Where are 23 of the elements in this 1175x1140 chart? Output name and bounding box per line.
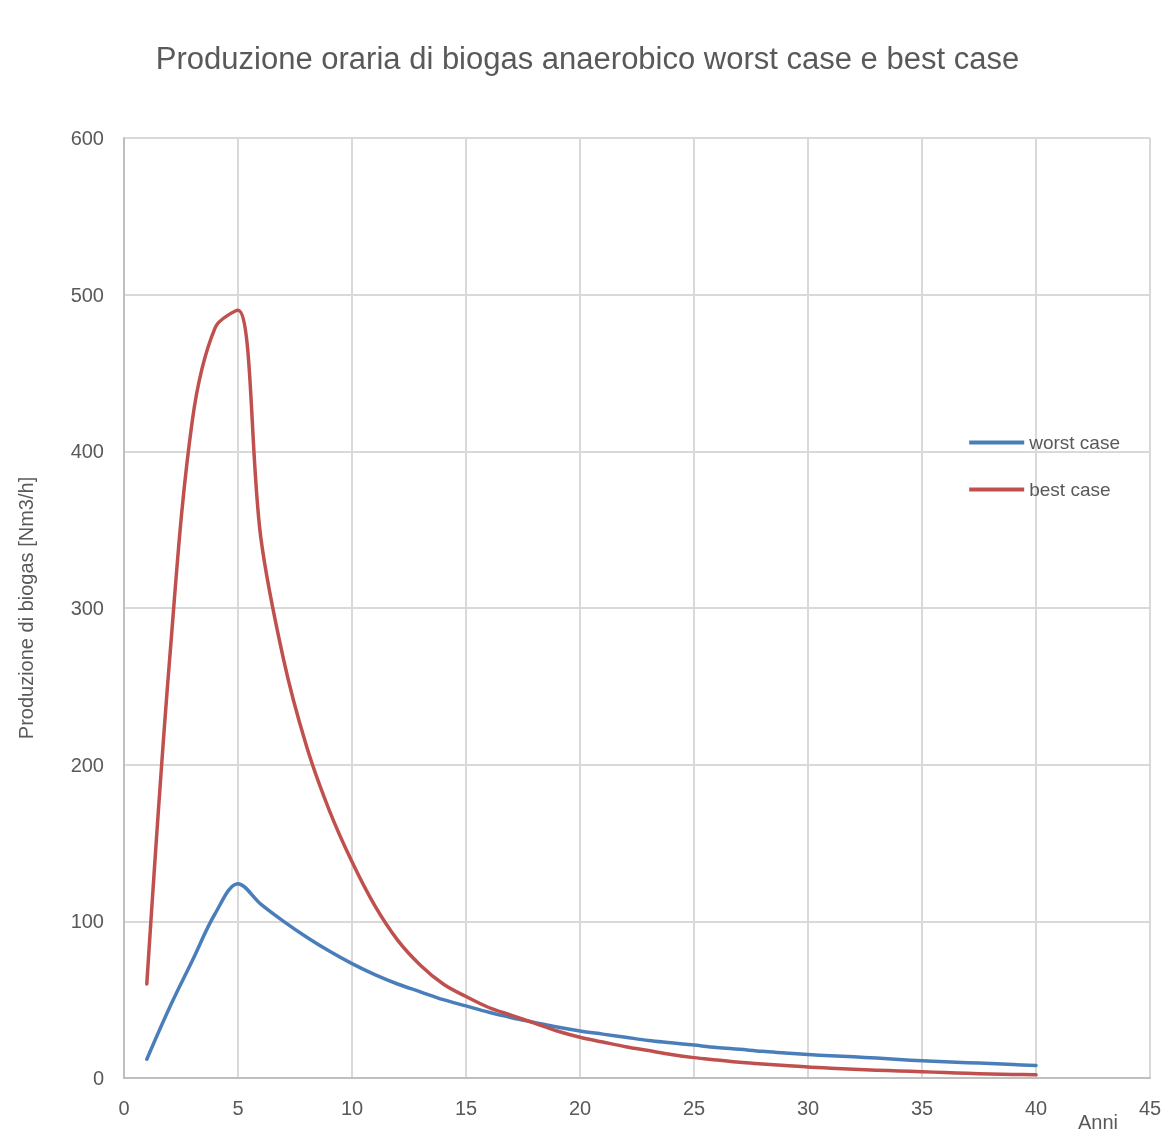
legend-label: worst case [1028, 432, 1121, 453]
x-tick-label: 30 [796, 1097, 820, 1119]
x-tick-label: 15 [454, 1097, 478, 1119]
y-tick-label: 400 [70, 440, 104, 463]
y-tick-label: 0 [92, 1067, 104, 1089]
chart-title: Produzione oraria di biogas anaerobico worst case e best case [155, 40, 1020, 76]
x-tick-label: 25 [682, 1097, 706, 1119]
x-tick-label: 20 [568, 1097, 592, 1119]
x-axis-title: Anni [1077, 1111, 1118, 1133]
line-series [145, 881, 1038, 1068]
x-tick-label: 35 [910, 1097, 934, 1119]
y-tick-label: 300 [70, 597, 104, 619]
y-tick-label: 600 [70, 127, 104, 149]
y-tick-label: 200 [70, 753, 104, 776]
x-tick-label: 45 [1138, 1097, 1162, 1119]
x-tick-label: 40 [1024, 1097, 1048, 1119]
y-tick-label: 100 [70, 910, 104, 933]
legend-label: best case [1029, 479, 1111, 500]
y-axis-title: Produzione di biogas [Nm3/h] [15, 476, 37, 740]
x-tick-label: 0 [118, 1097, 130, 1119]
x-tick-label: 10 [340, 1097, 364, 1119]
y-tick-label: 500 [70, 283, 104, 306]
x-tick-label: 5 [232, 1097, 244, 1119]
